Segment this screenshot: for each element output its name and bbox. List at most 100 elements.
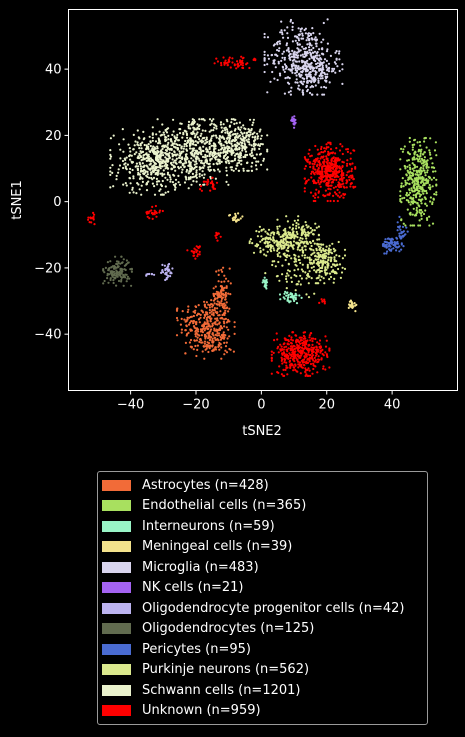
data-point xyxy=(313,251,316,254)
data-point xyxy=(209,320,212,323)
data-point xyxy=(410,197,413,200)
data-point xyxy=(221,336,224,340)
data-point xyxy=(328,81,331,84)
data-point xyxy=(145,183,148,186)
data-point xyxy=(112,279,115,282)
data-point xyxy=(183,166,186,169)
data-point xyxy=(172,161,175,164)
data-point xyxy=(285,348,288,351)
data-point xyxy=(293,360,296,363)
data-point xyxy=(147,155,151,158)
data-point xyxy=(153,168,156,171)
data-point xyxy=(280,59,283,63)
data-point xyxy=(405,226,408,229)
data-point xyxy=(187,139,190,142)
data-point xyxy=(304,70,307,73)
data-point xyxy=(261,239,264,242)
data-point xyxy=(136,129,139,132)
data-point xyxy=(338,263,342,266)
data-point xyxy=(306,374,309,377)
data-point xyxy=(329,167,332,170)
data-point xyxy=(217,152,220,155)
data-point xyxy=(325,161,328,164)
data-point xyxy=(164,191,167,194)
data-point xyxy=(314,59,317,63)
data-point xyxy=(332,186,335,189)
data-point xyxy=(319,261,322,264)
data-point xyxy=(334,62,337,65)
data-point xyxy=(142,138,145,141)
data-point xyxy=(316,255,319,258)
data-point xyxy=(192,310,195,313)
data-point xyxy=(208,140,211,143)
data-point xyxy=(420,217,423,220)
data-point xyxy=(265,278,268,281)
data-point xyxy=(148,217,151,220)
data-point xyxy=(174,178,178,181)
data-point xyxy=(205,301,208,304)
data-point xyxy=(302,80,306,83)
data-point xyxy=(324,266,327,269)
data-point xyxy=(313,50,317,53)
data-point xyxy=(165,159,168,162)
data-point xyxy=(303,351,306,354)
data-point xyxy=(187,164,190,167)
data-point xyxy=(122,166,125,170)
data-point xyxy=(315,247,318,250)
data-point xyxy=(179,323,182,326)
data-point xyxy=(304,271,307,274)
data-point xyxy=(326,42,329,45)
data-point xyxy=(223,353,226,356)
data-point xyxy=(413,139,416,142)
data-point xyxy=(270,359,273,362)
data-point xyxy=(194,160,198,163)
data-point xyxy=(416,173,419,176)
data-point xyxy=(288,53,291,56)
data-point xyxy=(109,149,112,152)
data-point xyxy=(219,338,222,341)
data-point xyxy=(281,56,284,59)
data-point xyxy=(220,61,223,65)
data-point xyxy=(226,159,229,162)
data-point xyxy=(251,133,254,136)
data-point xyxy=(284,238,287,241)
data-point xyxy=(325,268,328,271)
data-point xyxy=(217,314,220,317)
data-point xyxy=(258,153,262,156)
data-point xyxy=(185,158,188,161)
data-point xyxy=(185,178,188,181)
data-point xyxy=(162,169,165,172)
data-point xyxy=(320,175,323,178)
data-point xyxy=(381,244,385,247)
data-point xyxy=(155,177,158,180)
data-point xyxy=(267,237,270,240)
data-point xyxy=(305,293,308,296)
data-point xyxy=(299,274,302,277)
data-point xyxy=(167,269,170,272)
data-point xyxy=(327,187,330,190)
data-point xyxy=(310,244,313,248)
data-point xyxy=(308,46,311,49)
data-point xyxy=(203,180,206,183)
data-point xyxy=(195,169,198,172)
data-point xyxy=(227,280,230,283)
data-point xyxy=(153,185,156,188)
data-point xyxy=(323,300,326,303)
data-point xyxy=(290,338,293,341)
data-point xyxy=(199,188,202,191)
data-point xyxy=(221,296,224,299)
data-point xyxy=(138,152,141,155)
data-point xyxy=(320,358,323,361)
data-point xyxy=(249,238,252,241)
data-point xyxy=(276,218,279,221)
data-point xyxy=(243,131,246,134)
data-point xyxy=(285,49,288,52)
data-point xyxy=(283,252,286,255)
data-point xyxy=(282,36,285,39)
data-point xyxy=(286,76,289,79)
data-point xyxy=(266,134,269,137)
data-point xyxy=(337,181,340,184)
data-point xyxy=(304,165,307,168)
data-point xyxy=(229,66,232,69)
data-point xyxy=(186,316,189,319)
